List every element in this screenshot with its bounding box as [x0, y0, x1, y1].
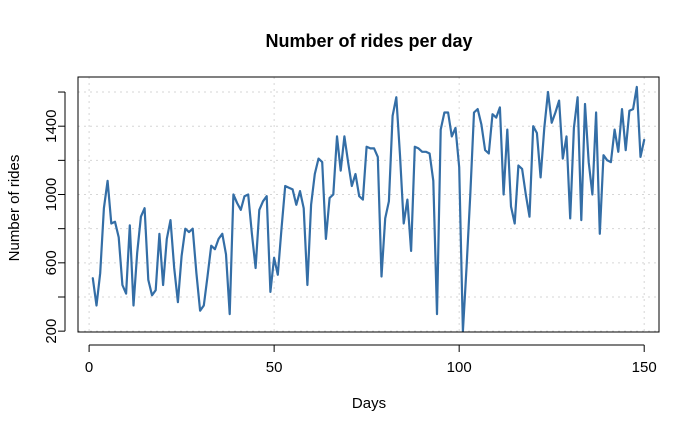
series-layer [91, 85, 646, 333]
plot-frame [77, 76, 660, 333]
x-tick-label: 150 [632, 359, 657, 376]
x-tick-label: 50 [266, 359, 283, 376]
chart-title: Number of rides per day [265, 31, 472, 51]
x-axis-label: Days [352, 395, 386, 412]
x-tick-label: 0 [85, 359, 93, 376]
axes: 0 50 100 150 200 600 1000 1400 [43, 91, 657, 376]
y-axis-label: Number of rides [6, 155, 23, 262]
y-tick-label: 1000 [43, 178, 60, 211]
rides-series-line [91, 85, 646, 333]
y-tick-label: 1400 [43, 110, 60, 143]
x-tick-label: 100 [447, 359, 472, 376]
y-tick-label: 600 [43, 250, 60, 275]
y-tick-label: 200 [43, 319, 60, 344]
